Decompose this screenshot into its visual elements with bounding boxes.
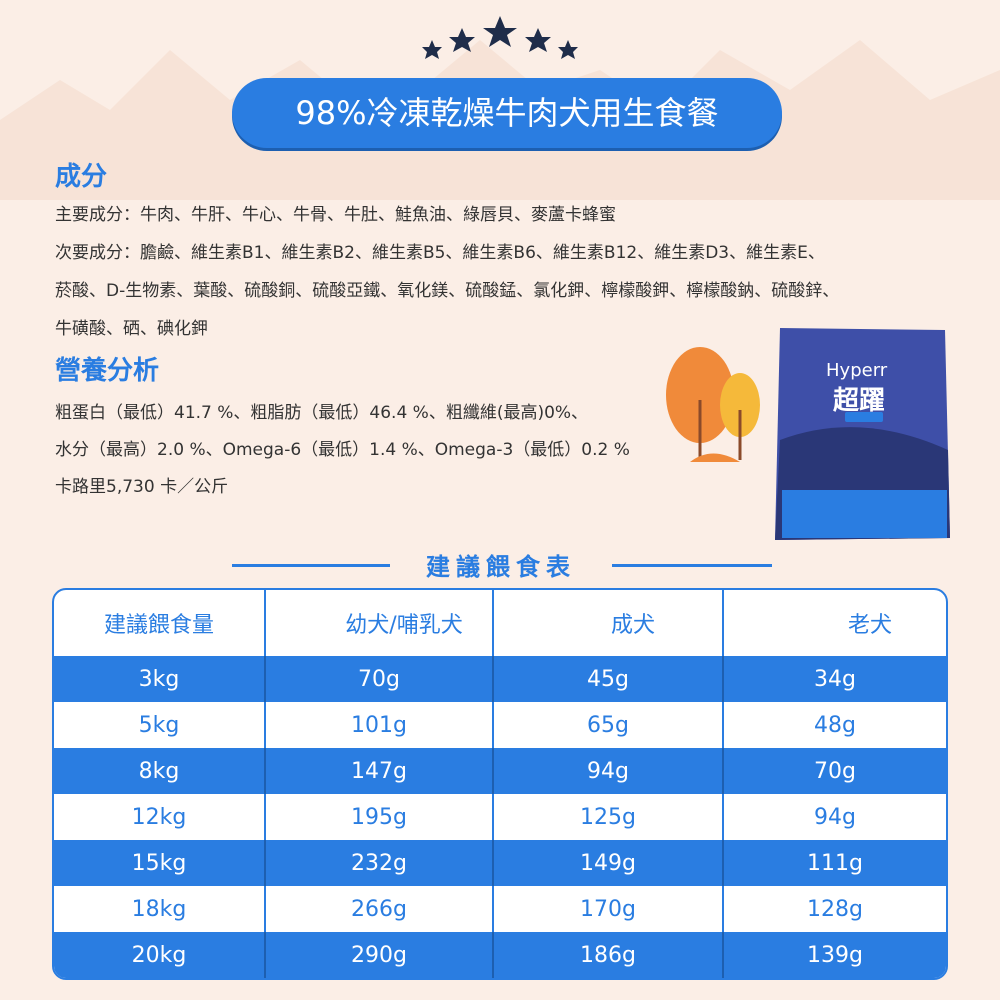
table-cell: 101g [264, 702, 492, 748]
header-cell: 建議餵食量 [103, 613, 214, 638]
nutrition-line: 水分（最高）2.0 %、Omega-6（最低）1.4 %、Omega-3（最低）… [55, 440, 630, 460]
row-background [54, 656, 946, 702]
table-cell: 3kg [138, 666, 180, 692]
header-cell: 幼犬/哺乳犬 [264, 590, 492, 656]
header-cell: 老犬 [722, 590, 946, 656]
table-cell: 8kg [138, 758, 180, 784]
header-cell: 成犬 [492, 590, 722, 656]
feeding-table: 建議餵食量 幼犬/哺乳犬 成犬 老犬 3kg 70g 45g 34g 5kg 101g 65g 48g… [52, 588, 948, 980]
table-cell: 147g [264, 748, 492, 794]
product-brand: Hyperr [826, 360, 888, 381]
table-cell: 195g [264, 794, 492, 840]
table-cell: 20kg [131, 942, 187, 968]
table-cell: 266g [264, 886, 492, 932]
table-cell: 170g [492, 886, 722, 932]
table-cell: 139g [722, 932, 946, 978]
table-cell: 94g [492, 748, 722, 794]
table-cell: 15kg [131, 850, 187, 876]
nutrition-heading: 營養分析 [55, 356, 160, 386]
table-cell: 34g [722, 656, 946, 702]
title-rule [612, 564, 772, 567]
stars [422, 16, 578, 59]
ingredient-line: 牛磺酸、硒、碘化鉀 [55, 319, 208, 339]
table-cell: 70g [264, 656, 492, 702]
row-background [54, 794, 946, 840]
table-cell: 186g [492, 932, 722, 978]
table-cell: 125g [492, 794, 722, 840]
nutrition-line: 粗蛋白（最低）41.7 %、粗脂肪（最低）46.4 %、粗纖維(最高)0%、 [55, 403, 589, 423]
product-name: 超躍 [833, 386, 886, 416]
table-cell: 45g [492, 656, 722, 702]
table-cell: 5kg [138, 712, 180, 738]
row-background [54, 840, 946, 886]
row-background [54, 748, 946, 794]
ingredient-line: 次要成分：膽鹼、維生素B1、維生素B2、維生素B5、維生素B6、維生素B12、維… [55, 243, 825, 263]
table-cell: 149g [492, 840, 722, 886]
table-cell: 128g [722, 886, 946, 932]
table-cell: 12kg [131, 804, 187, 830]
table-cell: 48g [722, 702, 946, 748]
table-cell: 18kg [131, 896, 187, 922]
table-cell: 232g [264, 840, 492, 886]
table-cell: 111g [722, 840, 946, 886]
trees-illustration [666, 347, 760, 462]
table-cell: 65g [492, 702, 722, 748]
table-title: 建議餵食表 [426, 553, 576, 581]
product-bag [775, 328, 950, 540]
table-cell: 290g [264, 932, 492, 978]
ingredients-heading: 成分 [55, 162, 108, 192]
table-cell: 94g [722, 794, 946, 840]
row-background [54, 702, 946, 748]
row-background [54, 886, 946, 932]
table-cell: 70g [722, 748, 946, 794]
ingredient-line: 菸酸、D-生物素、葉酸、硫酸銅、硫酸亞鐵、氧化鎂、硫酸錳、氯化鉀、檸檬酸鉀、檸檬… [55, 281, 840, 301]
title-banner: 98%冷凍乾燥牛肉犬用生食餐 [232, 78, 782, 148]
ingredient-line: 主要成分：牛肉、牛肝、牛心、牛骨、牛肚、鮭魚油、綠唇貝、麥蘆卡蜂蜜 [55, 205, 616, 225]
title-rule [232, 564, 390, 567]
nutrition-line: 卡路里5,730 卡／公斤 [55, 477, 229, 497]
row-background [54, 932, 946, 978]
